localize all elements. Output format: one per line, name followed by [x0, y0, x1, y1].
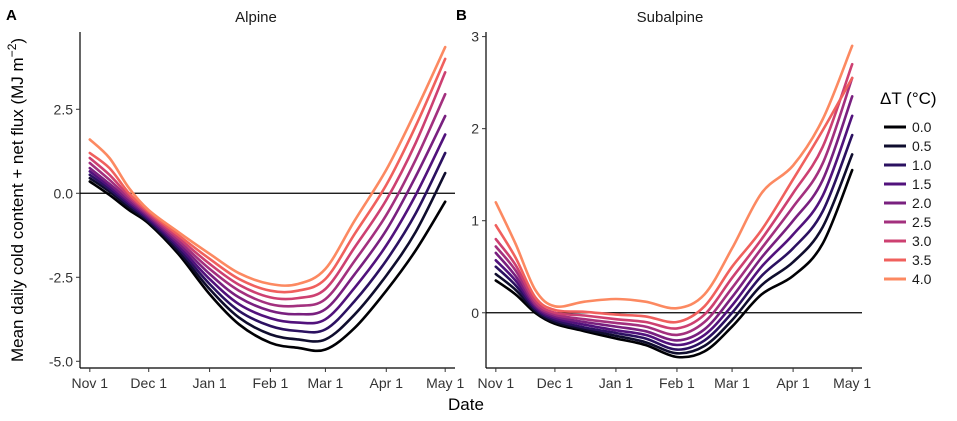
- series-line-3-0: [494, 62, 854, 330]
- y-tick-label: 1: [471, 213, 479, 229]
- panel-title-subalpine: Subalpine: [637, 9, 704, 26]
- x-tick-label: Jan 1: [192, 375, 226, 391]
- panel-subalpine: B Subalpine 0 1 2 3 Nov 1 Dec 1 Jan 1 Feb 1 Mar …: [456, 7, 871, 391]
- legend-label: 2.5: [912, 214, 932, 230]
- x-tick-label: May 1: [833, 375, 871, 391]
- legend-label: 1.0: [912, 157, 932, 173]
- series-line-1-5: [88, 133, 447, 325]
- series-line-4-0: [494, 44, 854, 310]
- x-tick-label: Dec 1: [537, 375, 574, 391]
- legend: ΔT (°C) 0.0 0.5 1.0 1.5 2.0 2.5 3.0 3.5 4.0: [880, 89, 937, 287]
- legend-label: 0.0: [912, 119, 932, 135]
- legend-label: 2.0: [912, 195, 932, 211]
- x-tick-label: Dec 1: [130, 375, 167, 391]
- series-line-4-0: [88, 45, 447, 287]
- series-line-2-5: [494, 76, 854, 337]
- x-tick-label: Apr 1: [370, 375, 404, 391]
- x-tick-label: May 1: [426, 375, 464, 391]
- x-tick-label: Jan 1: [599, 375, 633, 391]
- y-axis-title: Mean daily cold content + net flux (MJ m…: [5, 38, 27, 362]
- series-line-0-5: [88, 171, 447, 343]
- y-tick-label: 0: [471, 305, 479, 321]
- x-tick-label: Feb 1: [659, 375, 695, 391]
- legend-label: 1.5: [912, 176, 932, 192]
- panel-letter-a: A: [6, 7, 17, 24]
- legend-label: 3.5: [912, 252, 932, 268]
- x-tick-label: Mar 1: [714, 375, 750, 391]
- panel-title-alpine: Alpine: [235, 9, 277, 26]
- x-tick-label: Feb 1: [253, 375, 289, 391]
- y-tick-label: -2.5: [49, 269, 73, 285]
- legend-label: 3.0: [912, 233, 932, 249]
- x-tick-label: Nov 1: [72, 375, 109, 391]
- legend-label: 4.0: [912, 271, 932, 287]
- series-line-2-5: [88, 92, 447, 308]
- series-line-0-5: [494, 153, 854, 355]
- series-line-1-0: [88, 151, 447, 334]
- y-tick-label: 2.5: [54, 101, 74, 117]
- series-line-3-5: [494, 76, 854, 324]
- x-tick-label: Mar 1: [308, 375, 344, 391]
- panel-letter-b: B: [456, 7, 467, 24]
- y-axis-title-main: Mean daily cold content + net flux (MJ m: [8, 57, 27, 362]
- legend-title: ΔT (°C): [880, 89, 937, 108]
- panel-alpine: A Alpine -5.0 -2.5 0.0 2.5 Nov 1 Dec 1 Jan 1 Fe…: [6, 7, 464, 391]
- y-tick-label: -5.0: [49, 353, 73, 369]
- y-tick-label: 0.0: [54, 185, 74, 201]
- x-axis-title: Date: [448, 395, 484, 414]
- series-line-2-0: [88, 114, 447, 316]
- y-axis-title-close: ): [8, 38, 27, 44]
- x-tick-label: Nov 1: [478, 375, 515, 391]
- series-line-0-0: [494, 168, 854, 359]
- series-line-1-0: [494, 133, 854, 351]
- y-tick-label: 3: [471, 29, 479, 45]
- legend-label: 0.5: [912, 138, 932, 154]
- y-axis-title-sup: −2: [5, 43, 19, 57]
- series-line-3-0: [88, 71, 447, 301]
- x-tick-label: Apr 1: [776, 375, 810, 391]
- series-line-0-0: [88, 180, 447, 353]
- y-tick-label: 2: [471, 121, 479, 137]
- series-line-3-5: [88, 57, 447, 294]
